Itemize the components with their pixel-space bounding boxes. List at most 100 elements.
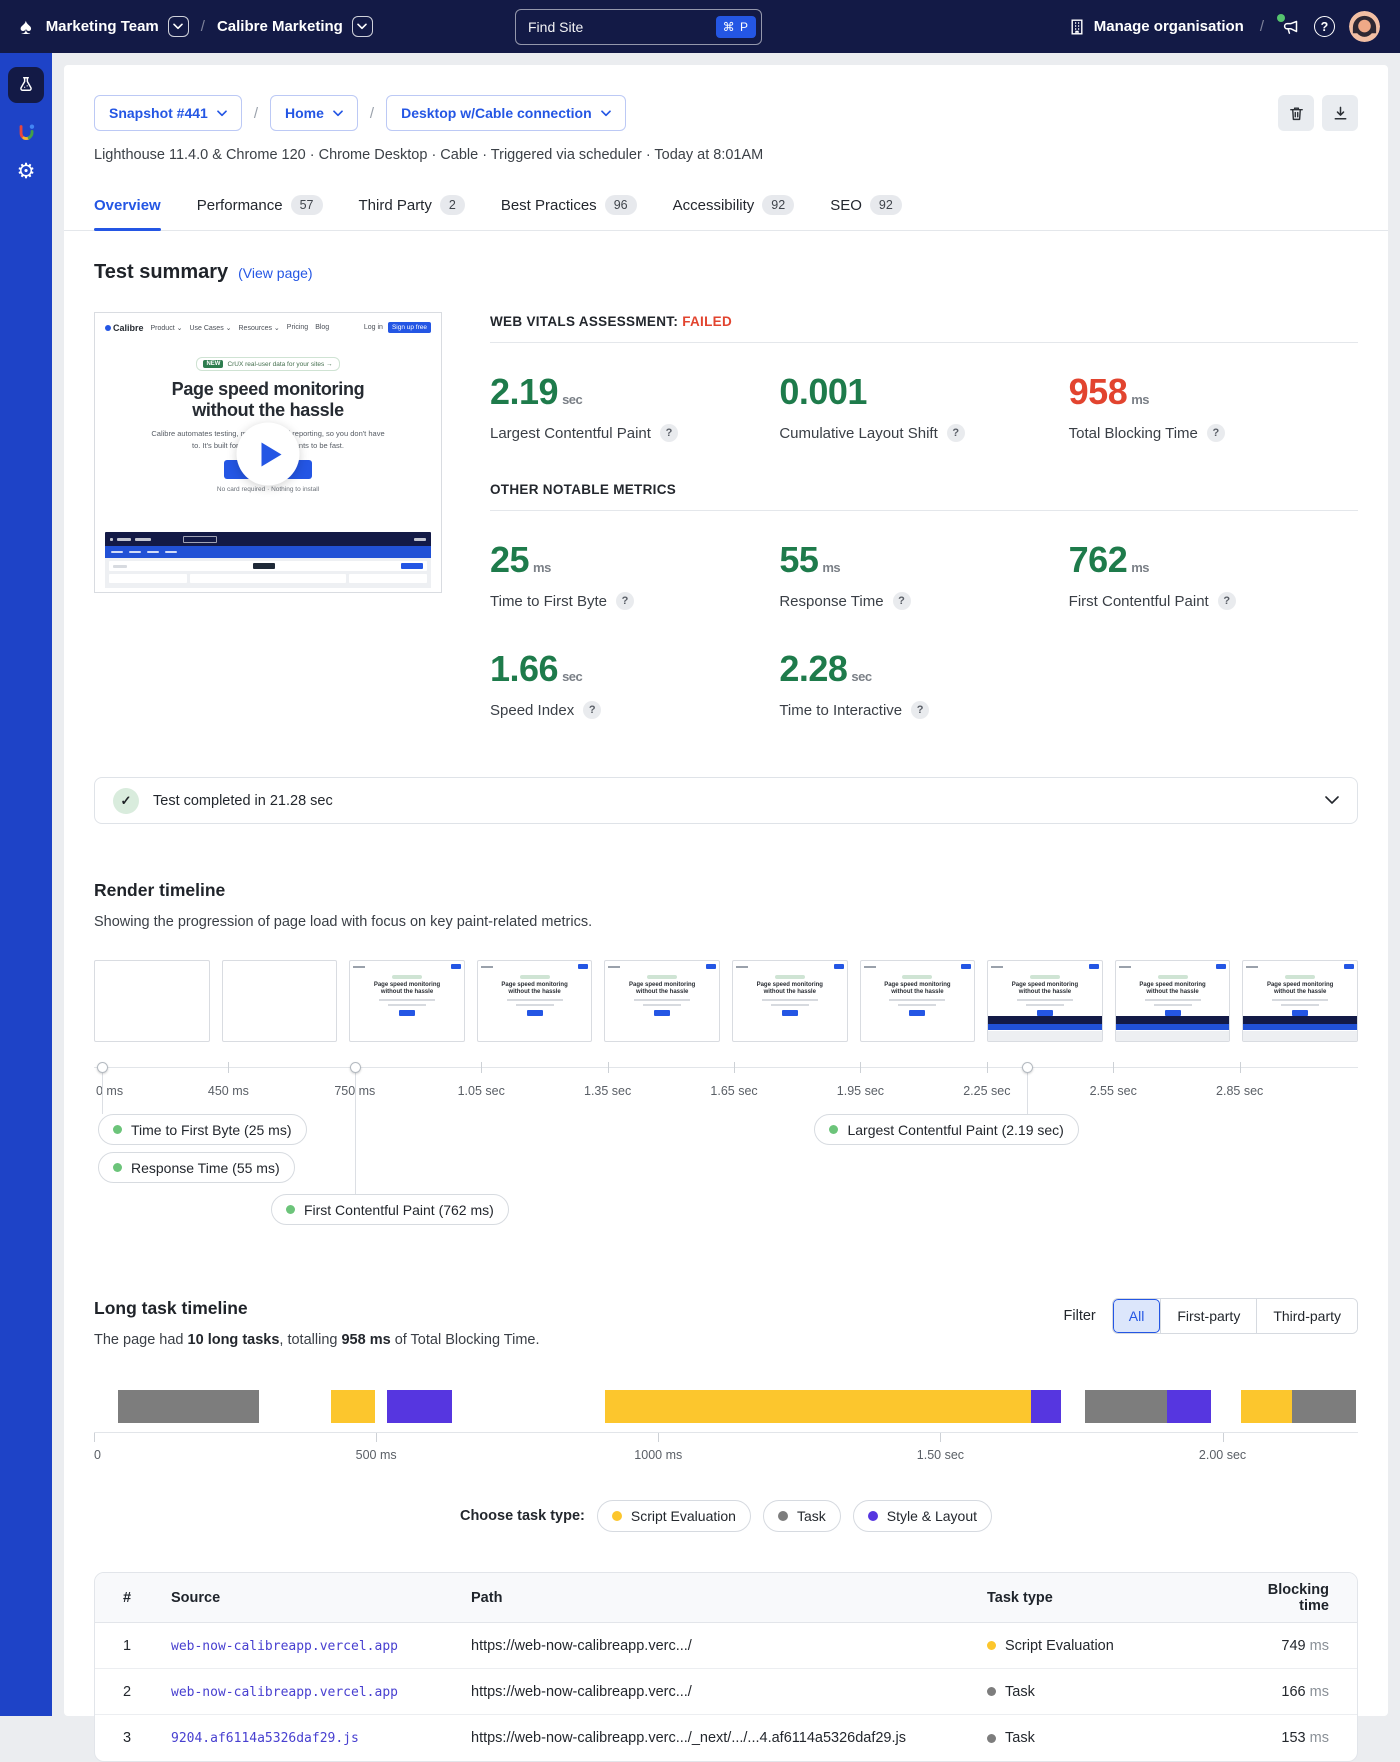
web-vitals-status: FAILED (682, 314, 732, 329)
long-task-bar-task[interactable] (1085, 1390, 1167, 1423)
chrome-icon (15, 121, 37, 143)
help-icon[interactable]: ? (1207, 424, 1225, 442)
green-dot-icon (286, 1205, 295, 1214)
thumb-badge: NEW CrUX real-user data for your sites → (196, 357, 339, 371)
source-link[interactable]: 9204.af6114a5326daf29.js (171, 1731, 359, 1746)
axis-tick-label: 1000 ms (634, 1448, 682, 1462)
row-number: 3 (95, 1730, 171, 1746)
timeline-handle[interactable] (350, 1062, 361, 1073)
help-icon[interactable]: ? (1314, 16, 1335, 37)
find-site-search[interactable]: ⌘ P (515, 9, 762, 45)
render-frame-full: Page speed monitoring without the hassle (1242, 960, 1358, 1042)
marker-fcp: First Contentful Paint (762 ms) (271, 1194, 509, 1225)
filter-first-party[interactable]: First-party (1160, 1299, 1256, 1333)
task-type-legend: Script Evaluation Task Style & Layout (597, 1500, 992, 1532)
long-task-bar-script[interactable] (1241, 1390, 1292, 1423)
tab-overview[interactable]: Overview (94, 187, 161, 230)
long-task-bar-style[interactable] (387, 1390, 451, 1423)
help-icon[interactable]: ? (616, 592, 634, 610)
filter-label: Filter (1064, 1308, 1096, 1324)
timeline-handle[interactable] (1022, 1062, 1033, 1073)
filter-all[interactable]: All (1113, 1299, 1161, 1333)
help-icon[interactable]: ? (583, 701, 601, 719)
task-type-filter-script[interactable]: Script Evaluation (597, 1500, 751, 1532)
delete-snapshot-button[interactable] (1278, 95, 1314, 131)
search-input[interactable] (528, 19, 716, 35)
task-type-cell: Task (987, 1684, 1237, 1700)
manage-organisation-button[interactable]: Manage organisation (1068, 18, 1244, 36)
marker-lcp: Largest Contentful Paint (2.19 sec) (814, 1114, 1078, 1145)
long-task-bar-style[interactable] (1167, 1390, 1211, 1423)
avatar[interactable] (1349, 11, 1380, 42)
long-task-bar-script[interactable] (331, 1390, 375, 1423)
axis-tick-label: 2.00 sec (1199, 1448, 1246, 1462)
help-icon[interactable]: ? (660, 424, 678, 442)
source-link[interactable]: web-now-calibreapp.vercel.app (171, 1685, 398, 1700)
render-frame-hero: Page speed monitoring without the hassle (732, 960, 848, 1042)
site-name: Calibre Marketing (217, 18, 343, 35)
sidebar-item-settings[interactable]: ⚙ (17, 161, 36, 182)
chevron-down-icon (168, 16, 189, 37)
source-link[interactable]: web-now-calibreapp.vercel.app (171, 1639, 398, 1654)
sidebar-item-reports[interactable] (8, 67, 44, 103)
chevron-down-icon (1325, 796, 1339, 805)
sidebar: ⚙ (0, 53, 52, 1716)
axis-tick-label: 0 ms (96, 1084, 123, 1098)
trash-icon (1288, 105, 1305, 122)
task-type-filter-style[interactable]: Style & Layout (853, 1500, 992, 1532)
help-icon[interactable]: ? (947, 424, 965, 442)
table-header: # Source Path Task type Blocking time (95, 1573, 1357, 1623)
path-cell: https://web-now-calibreapp.verc.../ (471, 1684, 987, 1700)
play-video-button[interactable] (237, 423, 300, 486)
breadcrumb-snapshot-441[interactable]: Snapshot #441 (94, 95, 242, 131)
view-page-link[interactable]: (View page) (238, 265, 312, 281)
marker-ttfb: Time to First Byte (25 ms) (98, 1114, 307, 1145)
page-screenshot-thumbnail: Calibre Product ⌄Use Cases ⌄Resources ⌄P… (94, 312, 442, 593)
help-icon[interactable]: ? (893, 592, 911, 610)
team-switcher[interactable]: Marketing Team (46, 16, 189, 37)
manage-organisation-label: Manage organisation (1094, 18, 1244, 35)
breadcrumb-desktop-w-cable-connection[interactable]: Desktop w/Cable connection (386, 95, 626, 131)
tab-count-badge: 92 (762, 195, 794, 215)
task-type-filter-task[interactable]: Task (763, 1500, 841, 1532)
task-type-label: Choose task type: (460, 1508, 585, 1524)
thumb-note: No card required · Nothing to install (95, 486, 441, 493)
long-task-bar-script[interactable] (605, 1390, 1031, 1423)
timeline-handle[interactable] (97, 1062, 108, 1073)
help-icon[interactable]: ? (1218, 592, 1236, 610)
row-number: 1 (95, 1638, 171, 1654)
breadcrumb-slash: / (201, 18, 205, 35)
help-icon[interactable]: ? (911, 701, 929, 719)
sidebar-item-browser[interactable] (15, 121, 37, 143)
render-frame-hero: Page speed monitoring without the hassle (860, 960, 976, 1042)
breadcrumb-home[interactable]: Home (270, 95, 358, 131)
tab-count-badge: 2 (440, 195, 465, 215)
calibre-logo-icon[interactable]: ♠ (20, 16, 32, 38)
announcements-button[interactable] (1280, 17, 1300, 37)
chevron-down-icon (352, 16, 373, 37)
tab-count-badge: 96 (605, 195, 637, 215)
test-completed-expander[interactable]: ✓ Test completed in 21.28 sec (94, 777, 1358, 824)
site-switcher[interactable]: Calibre Marketing (217, 16, 373, 37)
axis-tick-label: 1.35 sec (584, 1084, 631, 1098)
long-task-bar-style[interactable] (1031, 1390, 1061, 1423)
render-frame-blank (94, 960, 210, 1042)
axis-tick-label: 1.05 sec (458, 1084, 505, 1098)
path-cell: https://web-now-calibreapp.verc.../_next… (471, 1730, 987, 1746)
filter-third-party[interactable]: Third-party (1256, 1299, 1357, 1333)
download-button[interactable] (1322, 95, 1358, 131)
long-task-bar-task[interactable] (1292, 1390, 1356, 1423)
axis-tick-label: 500 ms (356, 1448, 397, 1462)
long-task-bar-task[interactable] (118, 1390, 260, 1423)
test-completed-text: Test completed in 21.28 sec (153, 793, 333, 809)
